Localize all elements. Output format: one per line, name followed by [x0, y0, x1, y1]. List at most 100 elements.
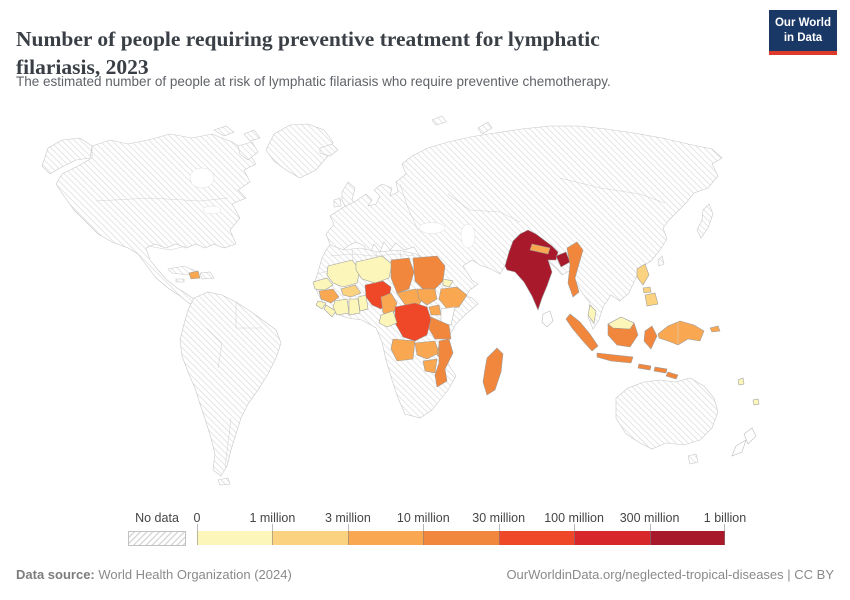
country-vanuatu[interactable]: [737, 377, 745, 386]
country-philippines-luzon[interactable]: [636, 263, 650, 286]
country-tanzania[interactable]: [428, 316, 452, 340]
country-philippines-mindanao[interactable]: [644, 292, 659, 307]
country-angola[interactable]: [390, 338, 416, 362]
landmass-baffin: [237, 141, 259, 161]
country-sierra-leone[interactable]: [315, 300, 327, 310]
country-uganda[interactable]: [428, 304, 442, 316]
legend-no-data[interactable]: No data: [128, 511, 186, 546]
country-malaysia-borneo[interactable]: [607, 316, 635, 330]
country-sri-lanka[interactable]: [541, 310, 554, 328]
country-kenya[interactable]: [440, 306, 456, 326]
country-indonesia-java[interactable]: [596, 352, 634, 364]
no-data-label: No data: [135, 511, 179, 525]
landmass-taiwan: [657, 255, 665, 267]
owid-logo[interactable]: Our World in Data: [769, 10, 837, 55]
country-indonesia-lesser-sunda-1[interactable]: [637, 363, 652, 371]
landmass-svalbard: [431, 115, 447, 126]
world-map: [0, 98, 850, 510]
landmass-arctic-1: [213, 125, 235, 137]
country-burkina-faso[interactable]: [340, 284, 362, 298]
legend-label-6: 300 million: [619, 511, 680, 525]
country-niger[interactable]: [355, 255, 393, 284]
country-haiti[interactable]: [188, 270, 201, 280]
no-data-swatch[interactable]: [128, 531, 186, 546]
country-mali[interactable]: [326, 259, 361, 288]
country-zimbabwe[interactable]: [422, 358, 438, 374]
legend-label-4: 30 million: [472, 511, 526, 525]
zero-or-outline-countries: [731, 427, 757, 457]
legend-label-1: 1 million: [249, 511, 296, 525]
map-legend: No data 0 1 million 3 million 10 million…: [128, 511, 746, 547]
landmass-japan: [696, 203, 714, 239]
landmass-australia: [615, 377, 719, 450]
country-myanmar[interactable]: [566, 241, 584, 298]
data-source-label: Data source:: [16, 567, 95, 582]
country-indonesia-lesser-sunda-2[interactable]: [653, 366, 668, 374]
country-philippines-visayas[interactable]: [642, 286, 652, 294]
country-new-zealand-north[interactable]: [743, 427, 757, 445]
country-new-zealand-south[interactable]: [731, 439, 747, 457]
country-indonesia-sulawesi[interactable]: [643, 325, 658, 350]
country-guinea[interactable]: [318, 288, 340, 304]
data-source-value: World Health Organization (2024): [94, 567, 292, 582]
country-new-guinea[interactable]: [657, 320, 705, 346]
legend-label-7: 1 billion: [703, 511, 747, 525]
country-fiji[interactable]: [752, 398, 760, 406]
country-eritrea[interactable]: [442, 278, 454, 288]
legend-label-2: 3 million: [324, 511, 371, 525]
caspian-sea: [460, 223, 476, 249]
country-ethiopia[interactable]: [438, 286, 468, 310]
landmass-tierra-del-fuego: [217, 477, 231, 486]
country-senegal[interactable]: [312, 277, 334, 291]
legend-seg-6[interactable]: [649, 531, 725, 545]
country-chad[interactable]: [390, 257, 415, 294]
country-liberia[interactable]: [323, 304, 337, 318]
landmass-iceland: [319, 143, 339, 157]
legend-tick: [423, 524, 425, 545]
landmass-south-america: [179, 291, 282, 477]
country-timor-leste[interactable]: [665, 371, 679, 380]
country-ghana[interactable]: [348, 298, 361, 316]
legend-gradient-bar[interactable]: [197, 531, 725, 545]
landmass-tasmania: [687, 453, 699, 465]
legend-seg-4[interactable]: [498, 531, 575, 545]
country-congo-gabon[interactable]: [378, 310, 398, 328]
hudson-bay: [189, 167, 215, 189]
legend-seg-1[interactable]: [272, 531, 348, 545]
legend-seg-2[interactable]: [347, 531, 424, 545]
data-countries: [188, 229, 760, 406]
legend-color-scale: 0 1 million 3 million 10 million 30 mill…: [193, 511, 746, 547]
country-dr-congo[interactable]: [394, 302, 432, 342]
legend-tick: [724, 524, 725, 545]
country-zambia[interactable]: [414, 340, 440, 360]
legend-label-0: 0: [193, 511, 201, 525]
owid-logo-red-bar: [769, 50, 837, 55]
country-nepal[interactable]: [529, 243, 551, 255]
country-malaysia-peninsula[interactable]: [587, 304, 597, 324]
no-data-landmasses: [41, 115, 723, 486]
country-togo-benin[interactable]: [357, 294, 369, 312]
country-madagascar[interactable]: [482, 347, 504, 396]
country-indonesia-sumatra[interactable]: [565, 313, 599, 352]
country-cote-divoire[interactable]: [332, 298, 350, 316]
legend-tick: [272, 524, 274, 545]
great-lakes: [202, 205, 222, 215]
country-sudan[interactable]: [412, 255, 446, 290]
legend-tick: [574, 524, 576, 545]
credit-link[interactable]: OurWorldinData.org/neglected-tropical-di…: [506, 567, 834, 582]
inland-water: [189, 167, 476, 249]
legend-seg-5[interactable]: [574, 531, 650, 545]
owid-logo-text: Our World in Data: [769, 10, 837, 51]
landmass-dominican-republic: [199, 271, 215, 280]
legend-seg-0[interactable]: [197, 531, 273, 545]
country-new-britain[interactable]: [709, 325, 721, 333]
landmass-jamaica: [175, 278, 185, 283]
legend-seg-3[interactable]: [423, 531, 499, 545]
country-south-sudan[interactable]: [416, 288, 438, 306]
black-sea: [418, 222, 446, 234]
legend-tick: [197, 524, 198, 545]
legend-tick: [347, 524, 349, 545]
page-title: Number of people requiring preventive tr…: [16, 27, 600, 80]
country-mozambique[interactable]: [434, 338, 454, 388]
